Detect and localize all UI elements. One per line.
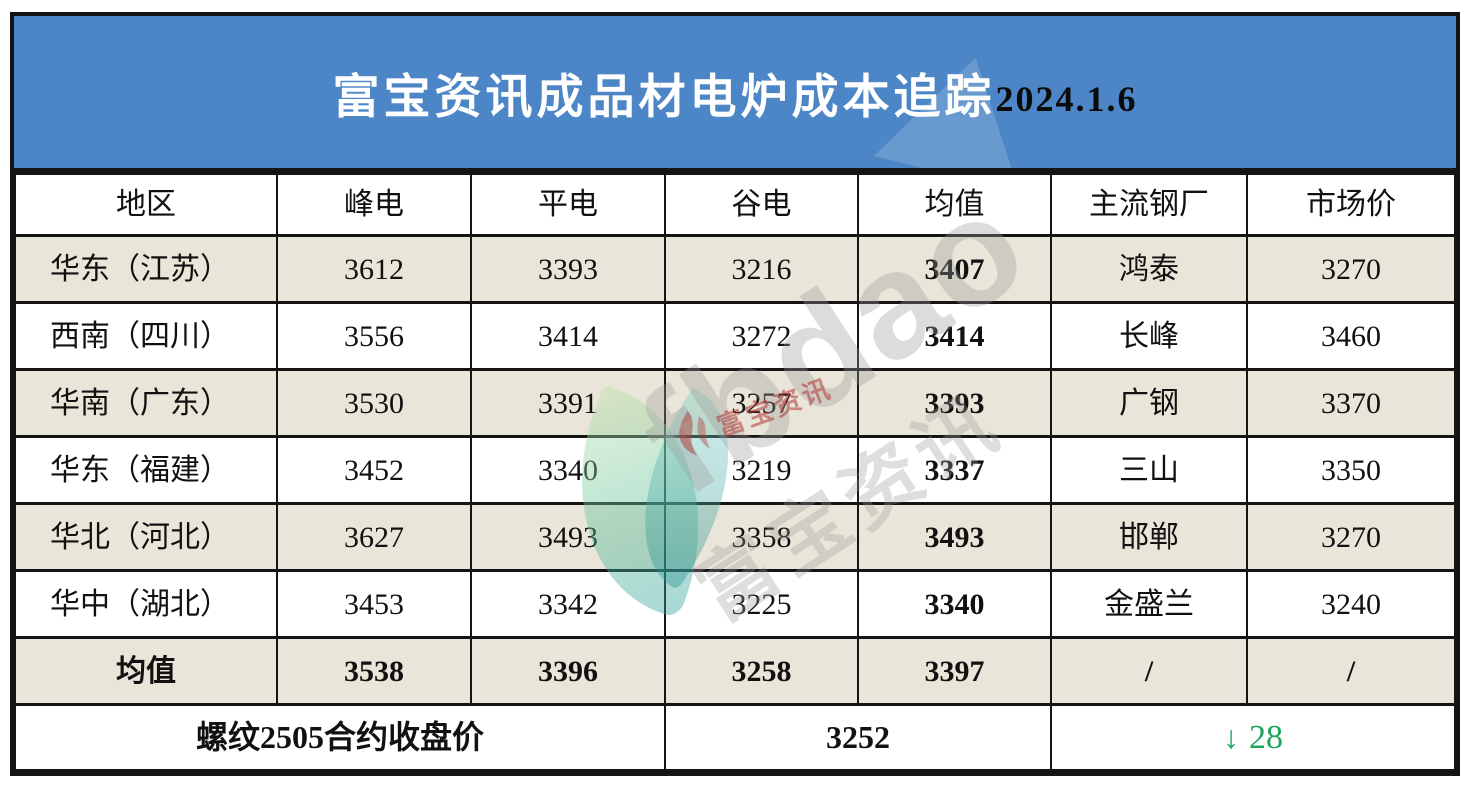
cell-average: 3397	[857, 636, 1052, 706]
cell-peak: 3452	[276, 435, 472, 505]
cell-average: 3340	[857, 569, 1052, 639]
table-row: 西南（四川） 3556 3414 3272 3414 长峰 3460	[14, 301, 1456, 371]
cell-valley: 3225	[664, 569, 859, 639]
header-peak: 峰电	[276, 172, 472, 237]
cell-mill: /	[1050, 636, 1248, 706]
cell-region: 华中（湖北）	[14, 569, 278, 639]
cell-flat: 3396	[470, 636, 666, 706]
header-mill: 主流钢厂	[1050, 172, 1248, 237]
cell-flat: 3340	[470, 435, 666, 505]
cell-average: 3493	[857, 502, 1052, 572]
cell-peak: 3556	[276, 301, 472, 371]
table-row: 华东（江苏） 3612 3393 3216 3407 鸿泰 3270	[14, 234, 1456, 304]
cell-valley: 3258	[664, 636, 859, 706]
report-date: 2024.1.6	[995, 79, 1138, 119]
table-row: 华东（福建） 3452 3340 3219 3337 三山 3350	[14, 435, 1456, 505]
cell-valley: 3219	[664, 435, 859, 505]
cell-market: /	[1246, 636, 1456, 706]
cell-region: 华南（广东）	[14, 368, 278, 438]
cell-market: 3270	[1246, 502, 1456, 572]
header-valley: 谷电	[664, 172, 859, 237]
futures-change-value: 28	[1249, 718, 1283, 756]
futures-close-price: 3252	[664, 703, 1052, 772]
cell-region: 华北（河北）	[14, 502, 278, 572]
header-region: 地区	[14, 172, 278, 237]
cell-flat: 3414	[470, 301, 666, 371]
cell-average: 3337	[857, 435, 1052, 505]
report-title: 富宝资讯成品材电炉成本追踪	[332, 71, 996, 124]
header-market-price: 市场价	[1246, 172, 1456, 237]
cell-peak: 3453	[276, 569, 472, 639]
cell-valley: 3257	[664, 368, 859, 438]
futures-change: ↓ 28	[1050, 703, 1456, 772]
cell-flat: 3393	[470, 234, 666, 304]
cell-region: 均值	[14, 636, 278, 706]
cell-mill: 鸿泰	[1050, 234, 1248, 304]
cell-market: 3460	[1246, 301, 1456, 371]
cell-average: 3393	[857, 368, 1052, 438]
cell-mill: 邯郸	[1050, 502, 1248, 572]
cell-market: 3370	[1246, 368, 1456, 438]
cell-flat: 3493	[470, 502, 666, 572]
cell-flat: 3391	[470, 368, 666, 438]
header-row: 地区 峰电 平电 谷电 均值 主流钢厂 市场价	[14, 172, 1456, 237]
cell-market: 3270	[1246, 234, 1456, 304]
cell-mill: 三山	[1050, 435, 1248, 505]
cell-peak: 3530	[276, 368, 472, 438]
cell-average: 3407	[857, 234, 1052, 304]
title-bar: 富宝资讯成品材电炉成本追踪 2024.1.6	[14, 16, 1456, 172]
cell-peak: 3538	[276, 636, 472, 706]
cell-mill: 金盛兰	[1050, 569, 1248, 639]
cell-market: 3350	[1246, 435, 1456, 505]
table-row: 华北（河北） 3627 3493 3358 3493 邯郸 3270	[14, 502, 1456, 572]
cell-flat: 3342	[470, 569, 666, 639]
cell-average: 3414	[857, 301, 1052, 371]
average-row: 均值 3538 3396 3258 3397 / /	[14, 636, 1456, 706]
header-flat: 平电	[470, 172, 666, 237]
table-row: 华南（广东） 3530 3391 3257 3393 广钢 3370	[14, 368, 1456, 438]
futures-row: 螺纹2505合约收盘价 3252 ↓ 28	[14, 703, 1456, 772]
cell-mill: 广钢	[1050, 368, 1248, 438]
cell-peak: 3627	[276, 502, 472, 572]
cell-valley: 3216	[664, 234, 859, 304]
down-arrow-icon: ↓	[1223, 718, 1239, 755]
cell-valley: 3272	[664, 301, 859, 371]
cell-market: 3240	[1246, 569, 1456, 639]
title-triangle-decoration	[873, 39, 1049, 168]
header-average: 均值	[857, 172, 1052, 237]
cell-region: 西南（四川）	[14, 301, 278, 371]
table-row: 华中（湖北） 3453 3342 3225 3340 金盛兰 3240	[14, 569, 1456, 639]
cost-report-sheet: 富宝资讯成品材电炉成本追踪 2024.1.6 地区 峰电 平电 谷电 均值 主流钢…	[10, 12, 1460, 776]
cell-valley: 3358	[664, 502, 859, 572]
cell-peak: 3612	[276, 234, 472, 304]
futures-label: 螺纹2505合约收盘价	[14, 703, 666, 772]
cost-table: 地区 峰电 平电 谷电 均值 主流钢厂 市场价 华东（江苏） 3612 3393…	[14, 172, 1456, 772]
cell-region: 华东（福建）	[14, 435, 278, 505]
cell-region: 华东（江苏）	[14, 234, 278, 304]
cell-mill: 长峰	[1050, 301, 1248, 371]
